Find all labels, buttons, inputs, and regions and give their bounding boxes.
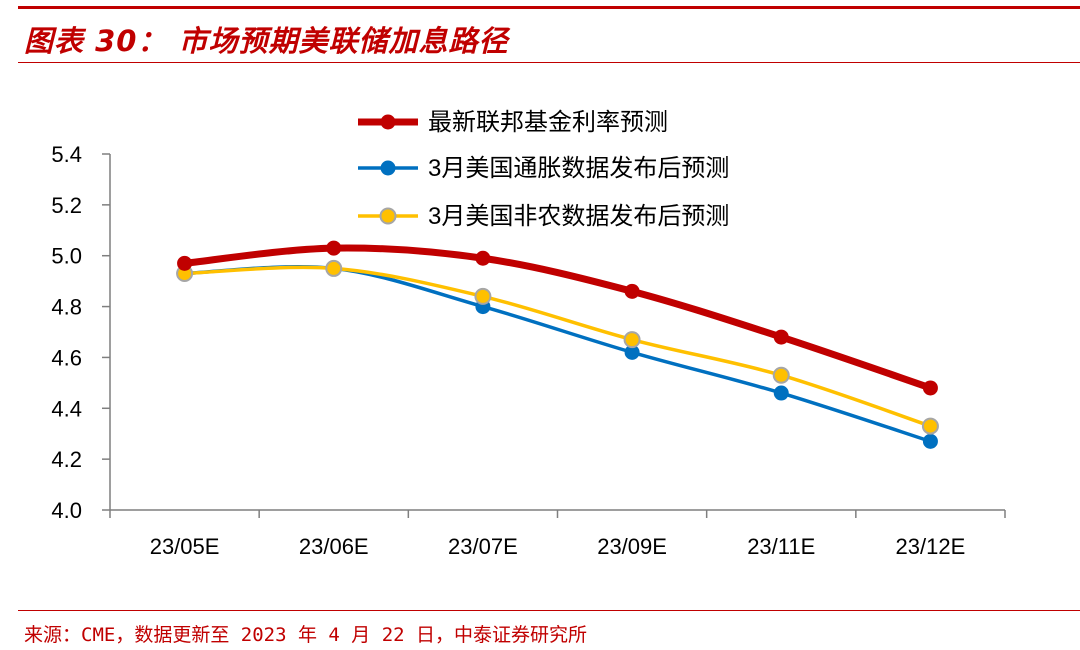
x-tick-label: 23/11E (747, 534, 815, 559)
data-point (623, 331, 641, 349)
source-note: 来源：CME，数据更新至 2023 年 4 月 22 日，中泰证券研究所 (24, 624, 588, 646)
chart-container: 4.0 4.2 4.4 4.6 4.8 5.0 5.2 5.4 23/05E 23/06E 23/0… (0, 70, 1080, 610)
y-tick-label: 4.6 (51, 345, 82, 370)
legend-swatch-marker (380, 114, 396, 130)
data-point (921, 417, 939, 435)
series-line-2 (182, 265, 933, 444)
legend-label: 最新联邦基金利率预测 (428, 109, 668, 136)
figure-title: 图表 30： 市场预期美联储加息路径 (24, 24, 509, 58)
data-point (624, 283, 640, 299)
x-tick-label: 23/06E (299, 534, 369, 559)
y-tick-label: 4.2 (51, 447, 82, 472)
y-tick-label: 5.0 (51, 244, 82, 269)
legend-swatch-marker (379, 207, 397, 225)
x-tick-label: 23/09E (597, 534, 667, 559)
y-tick-label: 5.4 (51, 142, 82, 167)
y-tick-label: 5.2 (51, 193, 82, 218)
data-point (773, 329, 789, 345)
data-point (772, 366, 790, 384)
y-tick-label: 4.4 (51, 396, 82, 421)
data-point (177, 255, 193, 271)
footer-rule (18, 610, 1080, 611)
data-point (922, 380, 938, 396)
y-tick-label: 4.0 (51, 498, 82, 523)
series-line-1 (181, 244, 934, 392)
top-rule (18, 6, 1080, 9)
legend-label: 3月美国非农数据发布后预测 (428, 203, 729, 230)
line-chart: 4.0 4.2 4.4 4.6 4.8 5.0 5.2 5.4 23/05E 23/06E 23/0… (51, 109, 1006, 559)
legend-label: 3月美国通胀数据发布后预测 (428, 155, 729, 182)
series-line-3 (182, 265, 933, 428)
data-point (773, 385, 789, 401)
title-underline (18, 62, 1080, 63)
x-tick-label: 23/07E (448, 534, 518, 559)
data-point (326, 240, 342, 256)
data-point (474, 287, 492, 305)
y-tick-label: 4.8 (51, 295, 82, 320)
data-point (325, 259, 343, 277)
data-point (475, 250, 491, 266)
data-point (922, 433, 938, 449)
x-tick-label: 23/05E (150, 534, 220, 559)
legend-swatch-marker (380, 160, 396, 176)
x-tick-label: 23/12E (896, 534, 966, 559)
